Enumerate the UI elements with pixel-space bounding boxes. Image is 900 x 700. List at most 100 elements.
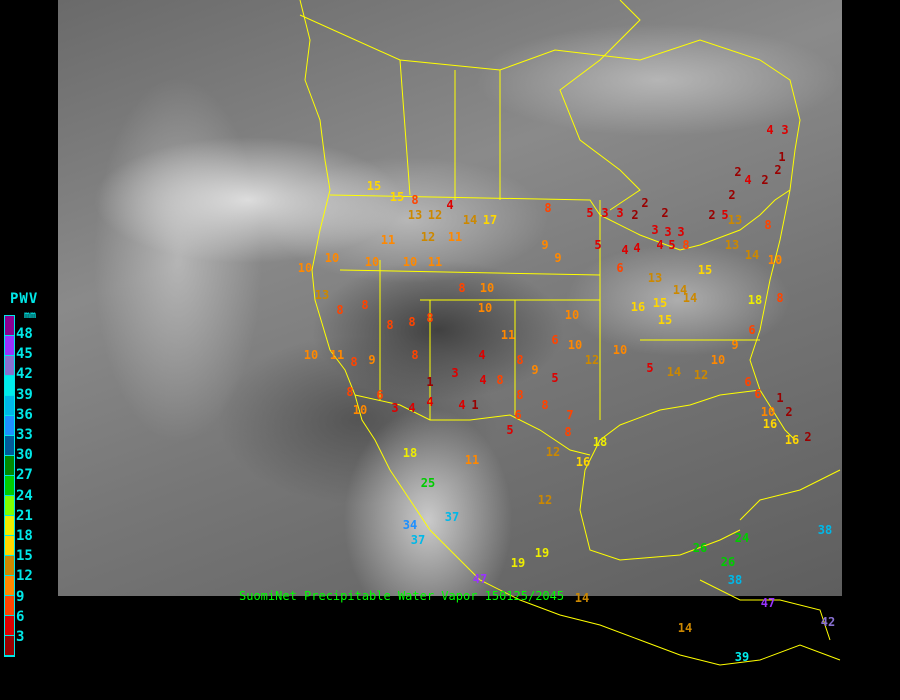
station-pwv-value: 11	[427, 255, 443, 269]
station-pwv-value: 8	[411, 348, 419, 362]
station-pwv-value: 9	[531, 363, 539, 377]
station-pwv-value: 6	[616, 261, 624, 275]
station-pwv-value: 3	[451, 366, 459, 380]
station-pwv-value: 16	[762, 417, 778, 431]
legend-label: 42	[16, 366, 33, 383]
legend-label: 24	[16, 487, 33, 504]
station-pwv-value: 2	[728, 188, 736, 202]
station-pwv-value: 3	[664, 225, 672, 239]
station-pwv-value: 3	[677, 225, 685, 239]
boundary-line	[299, 14, 761, 71]
station-pwv-value: 12	[427, 208, 443, 222]
boundary-line	[579, 389, 761, 561]
station-pwv-value: 8	[361, 298, 369, 312]
station-pwv-value: 8	[516, 388, 524, 402]
legend-swatch	[5, 316, 14, 336]
station-pwv-value: 13	[724, 238, 740, 252]
station-pwv-value: 3	[651, 223, 659, 237]
station-pwv-value: 17	[482, 213, 498, 227]
legend-label: 12	[16, 568, 33, 585]
station-pwv-value: 5	[551, 371, 559, 385]
station-pwv-value: 6	[748, 323, 756, 337]
station-pwv-value: 37	[444, 510, 460, 524]
station-pwv-value: 14	[744, 248, 760, 262]
legend-label: 36	[16, 406, 33, 423]
station-pwv-value: 8	[682, 238, 690, 252]
station-pwv-value: 14	[682, 291, 698, 305]
station-pwv-value: 12	[693, 368, 709, 382]
legend-swatch	[5, 636, 14, 656]
station-pwv-value: 10	[324, 251, 340, 265]
legend-title: PWV	[10, 291, 39, 307]
station-pwv-value: 3	[391, 401, 399, 415]
station-pwv-value: 37	[410, 533, 426, 547]
legend-label: 15	[16, 548, 33, 565]
station-pwv-value: 4	[744, 173, 752, 187]
station-pwv-value: 11	[464, 453, 480, 467]
station-pwv-value: 5	[668, 238, 676, 252]
station-pwv-value: 6	[754, 387, 762, 401]
station-pwv-value: 10	[567, 338, 583, 352]
station-pwv-value: 12	[584, 353, 600, 367]
station-pwv-value: 18	[592, 435, 608, 449]
station-pwv-value: 9	[731, 338, 739, 352]
legend-label: 33	[16, 427, 33, 443]
station-pwv-value: 4	[656, 238, 664, 252]
station-pwv-value: 11	[329, 348, 345, 362]
station-pwv-value: 4	[426, 395, 434, 409]
legend-swatch	[5, 556, 14, 576]
station-pwv-value: 9	[368, 353, 376, 367]
station-pwv-value: 5	[721, 208, 729, 222]
station-pwv-value: 16	[575, 455, 591, 469]
station-pwv-value: 3	[601, 206, 609, 220]
station-pwv-value: 15	[366, 179, 382, 193]
station-pwv-value: 39	[734, 650, 750, 664]
station-pwv-value: 34	[402, 518, 418, 532]
legend-unit: mm	[24, 310, 37, 321]
station-pwv-value: 38	[727, 573, 743, 587]
station-pwv-value: 14	[666, 365, 682, 379]
station-pwv-value: 19	[534, 546, 550, 560]
boundary-line	[299, 0, 841, 666]
station-pwv-value: 8	[776, 291, 784, 305]
station-pwv-value: 8	[764, 218, 772, 232]
station-pwv-value: 4	[621, 243, 629, 257]
legend-swatch	[5, 476, 14, 496]
station-pwv-value: 13	[314, 288, 330, 302]
station-pwv-value: 8	[516, 353, 524, 367]
station-pwv-value: 10	[297, 261, 313, 275]
station-pwv-value: 2	[641, 196, 649, 210]
boundary-line	[339, 59, 760, 420]
station-pwv-value: 10	[612, 343, 628, 357]
station-pwv-value: 6	[744, 375, 752, 389]
station-pwv-value: 18	[402, 446, 418, 460]
station-pwv-value: 11	[447, 230, 463, 244]
station-pwv-value: 16	[630, 300, 646, 314]
legend-swatch	[5, 496, 14, 516]
station-pwv-value: 9	[541, 238, 549, 252]
station-pwv-value: 10	[479, 281, 495, 295]
station-pwv-value: 6	[514, 408, 522, 422]
station-pwv-value: 18	[747, 293, 763, 307]
station-pwv-value: 2	[761, 173, 769, 187]
station-pwv-value: 7	[566, 408, 574, 422]
station-pwv-value: 1	[426, 375, 434, 389]
station-pwv-value: 1	[776, 391, 784, 405]
legend-swatch	[5, 456, 14, 476]
station-pwv-value: 5	[594, 238, 602, 252]
legend-label: 45	[16, 346, 33, 363]
legend-swatch	[5, 616, 14, 636]
station-pwv-value: 4	[458, 398, 466, 412]
legend-label: 21	[16, 507, 33, 524]
station-pwv-value: 8	[541, 398, 549, 412]
station-pwv-value: 19	[510, 556, 526, 570]
station-pwv-value: 11	[500, 328, 516, 342]
boundary-line	[329, 194, 601, 216]
station-pwv-value: 4	[478, 348, 486, 362]
station-pwv-value: 10	[303, 348, 319, 362]
station-pwv-value: 10	[352, 403, 368, 417]
legend-swatch	[5, 356, 14, 376]
station-pwv-value: 26	[720, 555, 736, 569]
